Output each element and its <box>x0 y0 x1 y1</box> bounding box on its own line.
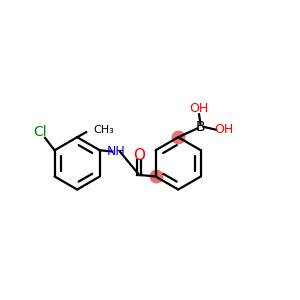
Text: B: B <box>196 120 205 134</box>
Text: OH: OH <box>214 123 233 136</box>
Text: CH₃: CH₃ <box>93 125 114 135</box>
Text: O: O <box>133 148 145 163</box>
Text: NH: NH <box>107 145 126 158</box>
Text: Cl: Cl <box>34 125 47 140</box>
Text: OH: OH <box>189 103 209 116</box>
